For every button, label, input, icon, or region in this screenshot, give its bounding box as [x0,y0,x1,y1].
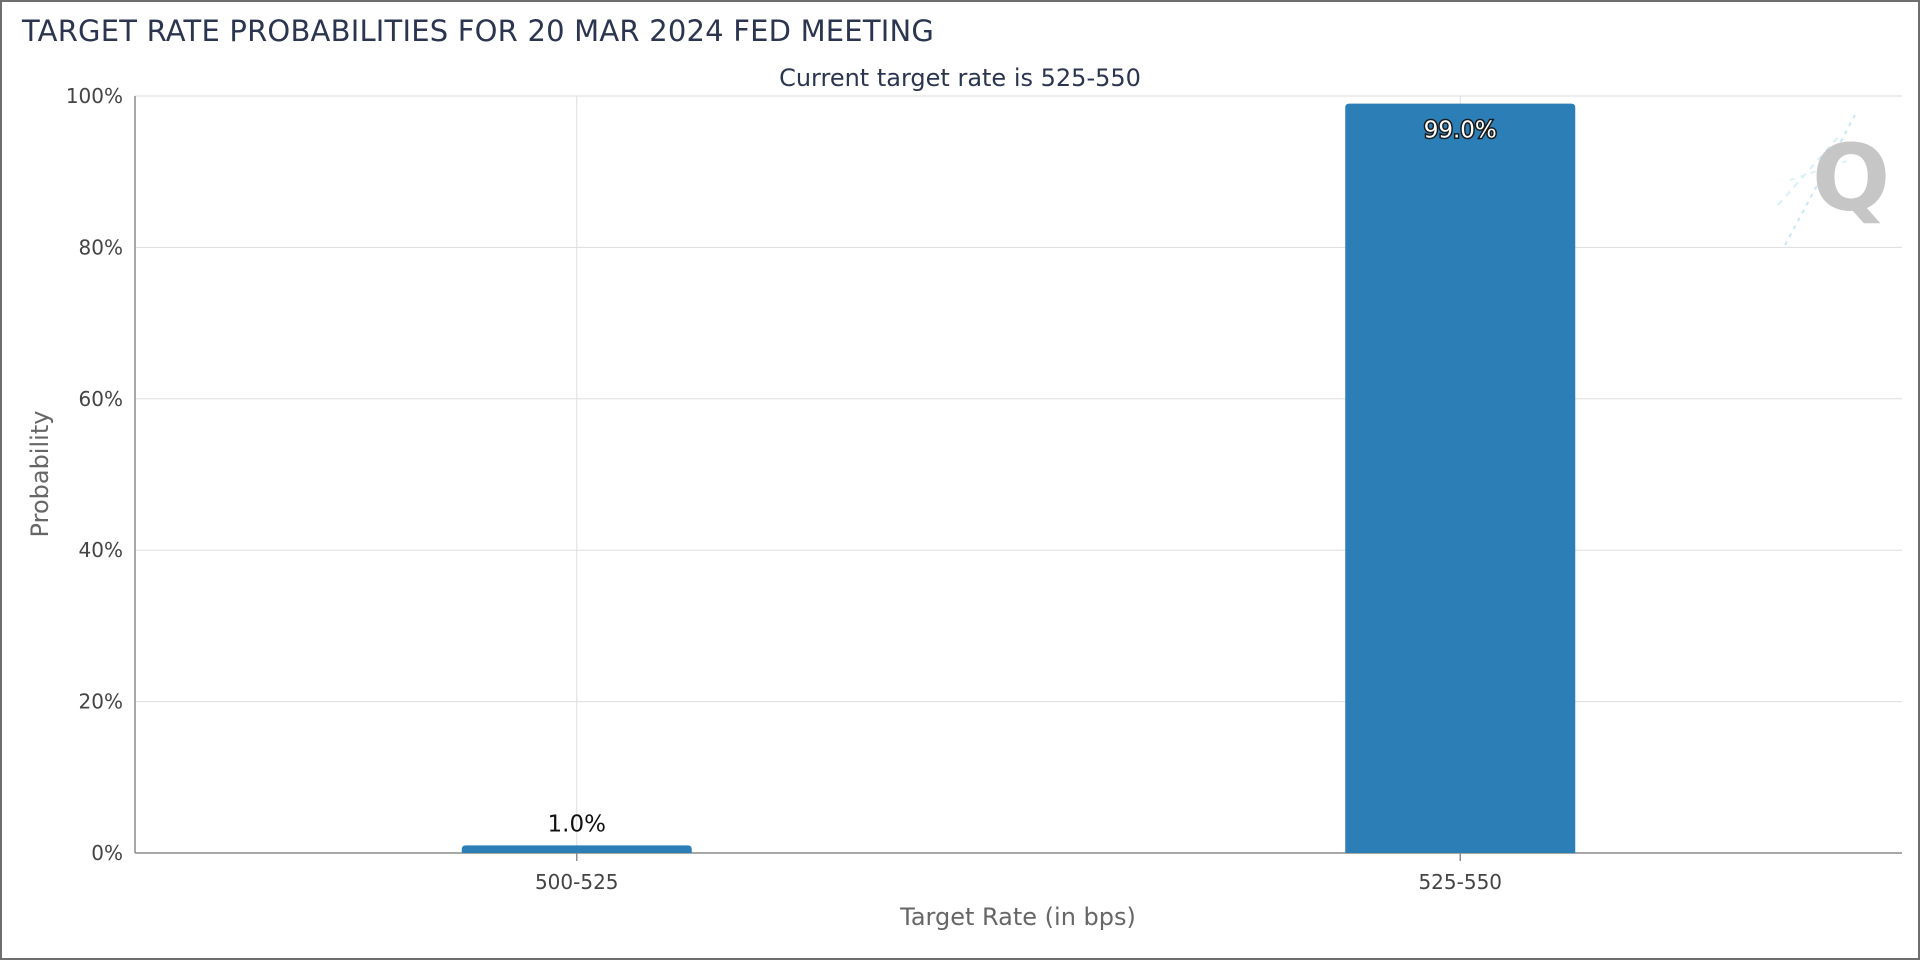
y-tick-label: 40% [79,538,123,562]
chart-title: TARGET RATE PROBABILITIES FOR 20 MAR 202… [22,14,935,48]
bar-525-550[interactable] [1345,103,1576,853]
q-logo-icon: Q [1777,114,1890,246]
x-tick-label: 525-550 [1418,870,1502,894]
svg-text:Q: Q [1812,125,1890,232]
y-tick-label: 100% [66,84,123,108]
data-label: 1.0% [548,811,606,837]
bar-500-525[interactable] [461,845,692,853]
data-label: 99.0% [1424,118,1497,144]
y-axis-title: Probability [26,411,54,538]
y-tick-label: 0% [91,841,123,865]
y-tick-label: 80% [79,235,123,259]
y-tick-label: 60% [79,387,123,411]
x-axis-title: Target Rate (in bps) [899,903,1136,931]
y-tick-label: 20% [79,690,123,714]
x-tick-label: 500-525 [535,870,619,894]
chart-subtitle: Current target rate is 525-550 [779,64,1141,92]
